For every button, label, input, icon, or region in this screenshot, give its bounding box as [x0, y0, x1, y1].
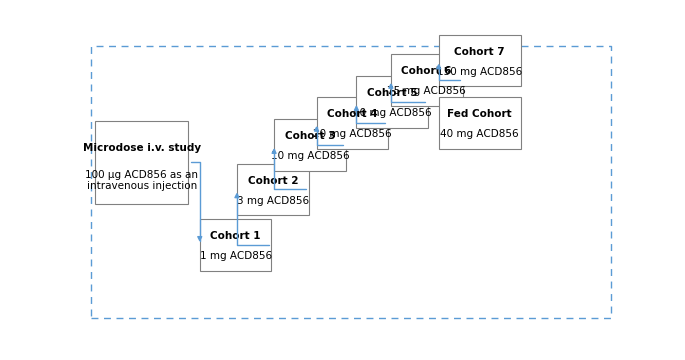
Text: 20 mg ACD856: 20 mg ACD856	[313, 129, 392, 139]
Text: Cohort 1: Cohort 1	[210, 231, 261, 241]
Text: 150 mg ACD856: 150 mg ACD856	[437, 67, 523, 77]
Text: 40 mg ACD856: 40 mg ACD856	[440, 129, 519, 139]
Text: Microdose i.v. study: Microdose i.v. study	[83, 143, 201, 153]
FancyBboxPatch shape	[95, 121, 188, 204]
Text: Fed Cohort: Fed Cohort	[447, 109, 512, 119]
Text: Cohort 6: Cohort 6	[401, 66, 452, 76]
FancyBboxPatch shape	[391, 54, 462, 105]
Text: Cohort 3: Cohort 3	[285, 131, 335, 141]
Text: 75 mg ACD856: 75 mg ACD856	[387, 86, 466, 96]
Text: 1 mg ACD856: 1 mg ACD856	[199, 251, 272, 261]
FancyBboxPatch shape	[356, 76, 428, 128]
FancyBboxPatch shape	[274, 120, 346, 171]
Text: Cohort 2: Cohort 2	[247, 176, 298, 186]
Text: 3 mg ACD856: 3 mg ACD856	[237, 196, 309, 206]
Text: Cohort 4: Cohort 4	[327, 109, 377, 119]
FancyBboxPatch shape	[200, 219, 271, 270]
FancyBboxPatch shape	[316, 97, 388, 149]
Text: Cohort 5: Cohort 5	[367, 89, 417, 98]
FancyBboxPatch shape	[438, 35, 521, 86]
FancyBboxPatch shape	[438, 97, 521, 149]
Text: 10 mg ACD856: 10 mg ACD856	[271, 151, 349, 161]
Text: 100 μg ACD856 as an
intravenous injection: 100 μg ACD856 as an intravenous injectio…	[85, 170, 198, 192]
Text: Cohort 7: Cohort 7	[454, 47, 505, 57]
Text: 40 mg ACD856: 40 mg ACD856	[353, 108, 432, 118]
FancyBboxPatch shape	[237, 164, 308, 215]
